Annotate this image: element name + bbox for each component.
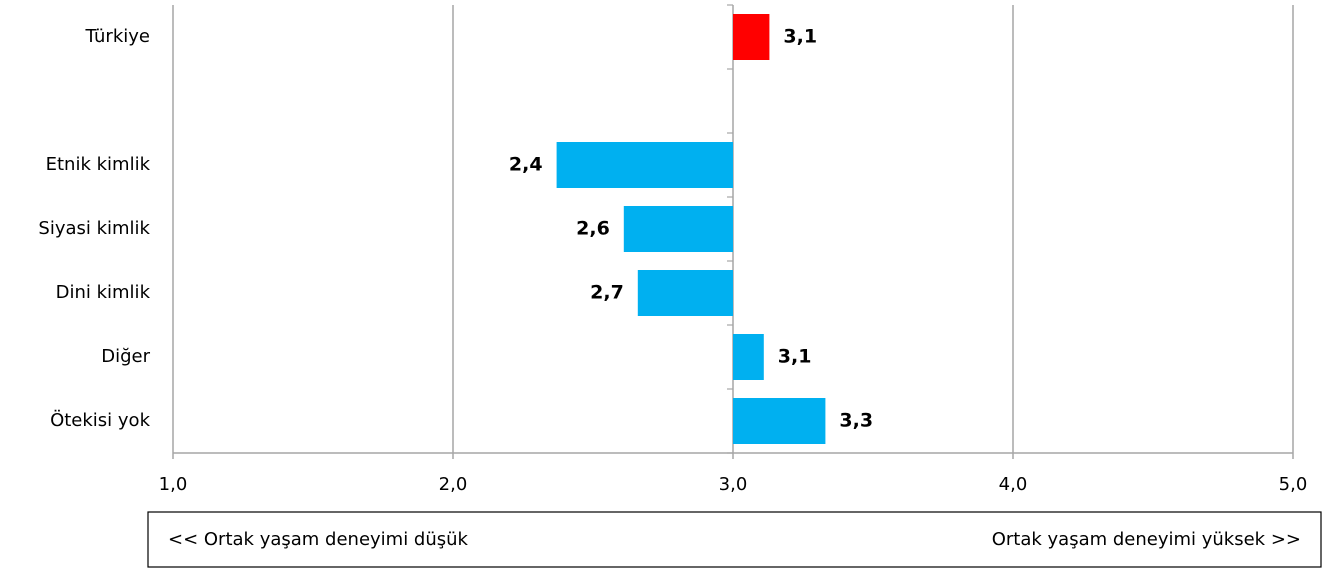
y-tick-label: Etnik kimlik bbox=[46, 154, 151, 175]
annotation-box bbox=[147, 511, 1322, 568]
bar bbox=[637, 270, 733, 316]
y-tick-label: Siyasi kimlik bbox=[38, 218, 150, 239]
annotation-right: Ortak yaşam deneyimi yüksek >> bbox=[992, 529, 1301, 550]
bar bbox=[733, 334, 764, 380]
value-label: 3,1 bbox=[778, 346, 812, 368]
x-tick-label: 1,0 bbox=[159, 474, 188, 495]
y-tick-label: Ötekisi yok bbox=[50, 409, 150, 431]
bar bbox=[733, 14, 770, 60]
bar bbox=[623, 206, 733, 252]
x-tick-label: 2,0 bbox=[439, 474, 468, 495]
y-tick-label: Diğer bbox=[101, 346, 150, 367]
value-label: 2,6 bbox=[576, 218, 610, 240]
bar bbox=[556, 142, 733, 188]
y-tick-label: Dini kimlik bbox=[56, 282, 151, 303]
annotation-left: << Ortak yaşam deneyimi düşük bbox=[168, 529, 469, 550]
bar bbox=[733, 398, 826, 444]
value-label: 2,4 bbox=[509, 154, 543, 176]
x-tick-label: 3,0 bbox=[719, 474, 748, 495]
x-tick-label: 4,0 bbox=[999, 474, 1028, 495]
x-tick-label: 5,0 bbox=[1279, 474, 1308, 495]
value-label: 3,1 bbox=[783, 26, 817, 48]
y-tick-label: Türkiye bbox=[85, 26, 151, 47]
value-label: 2,7 bbox=[590, 282, 624, 304]
value-label: 3,3 bbox=[839, 410, 873, 432]
